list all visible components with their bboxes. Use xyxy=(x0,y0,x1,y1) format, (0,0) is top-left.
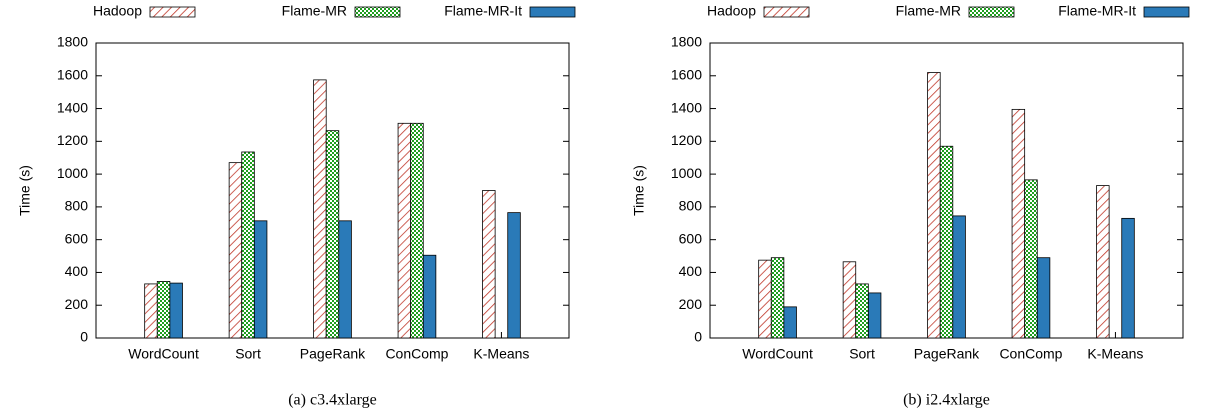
bar xyxy=(169,282,183,339)
y-tick-label: 0 xyxy=(694,329,702,345)
y-tick-label: 400 xyxy=(679,263,703,279)
y-tick-label: 0 xyxy=(80,329,88,345)
y-tick-label: 1000 xyxy=(57,165,88,181)
x-tick-label: K-Means xyxy=(1087,346,1143,362)
x-tick-label: PageRank xyxy=(914,346,980,362)
legend-swatch xyxy=(149,6,196,18)
bar xyxy=(842,261,857,339)
legend-label: Hadoop xyxy=(93,3,142,19)
y-tick-label: 1800 xyxy=(671,34,702,50)
bar xyxy=(338,220,352,339)
bar xyxy=(144,283,158,339)
x-tick-label: ConComp xyxy=(999,346,1062,362)
y-tick-label: 200 xyxy=(65,296,89,312)
y-tick-label: 1200 xyxy=(671,132,702,148)
bar xyxy=(1036,257,1051,339)
bar xyxy=(867,292,882,339)
bar xyxy=(783,306,797,339)
y-tick-label: 800 xyxy=(65,198,89,214)
y-tick-label: 200 xyxy=(679,296,703,312)
legend-swatch xyxy=(763,6,810,18)
bar xyxy=(325,130,340,339)
bar xyxy=(939,145,954,339)
y-tick-label: 800 xyxy=(679,198,703,214)
legend-swatch xyxy=(1143,6,1190,18)
y-tick-label: 1400 xyxy=(671,99,702,115)
bar xyxy=(156,281,171,339)
y-tick-label: 1200 xyxy=(57,132,88,148)
bar xyxy=(1024,179,1038,339)
legend-label: Flame-MR-It xyxy=(1058,3,1136,19)
x-tick-label: ConComp xyxy=(385,346,448,362)
y-tick-label: 600 xyxy=(65,230,89,246)
y-tick-label: 400 xyxy=(65,263,89,279)
x-tick-label: K-Means xyxy=(473,346,529,362)
x-tick-label: Sort xyxy=(849,346,875,362)
legend-label: Flame-MR xyxy=(896,3,961,19)
bar xyxy=(952,215,966,339)
bar xyxy=(770,257,785,339)
bar xyxy=(422,254,437,339)
x-tick-label: WordCount xyxy=(128,346,199,362)
bar xyxy=(758,259,772,339)
y-tick-label: 1000 xyxy=(671,165,702,181)
y-tick-label: 1600 xyxy=(57,66,88,82)
bar xyxy=(253,220,268,339)
legend-label: Hadoop xyxy=(707,3,756,19)
bar xyxy=(1121,217,1135,339)
y-axis-label: Time (s) xyxy=(17,165,33,216)
bar xyxy=(927,72,941,339)
bar xyxy=(1011,108,1026,339)
bar xyxy=(228,162,243,339)
x-tick-label: WordCount xyxy=(742,346,813,362)
legend-label: Flame-MR-It xyxy=(444,3,522,19)
bar xyxy=(482,190,496,339)
legend-swatch xyxy=(529,6,576,18)
bar xyxy=(1096,185,1110,339)
x-tick-label: Sort xyxy=(235,346,261,362)
y-tick-label: 600 xyxy=(679,230,703,246)
bar xyxy=(855,283,869,339)
caption: (a) c3.4xlarge xyxy=(288,392,377,409)
bar xyxy=(241,151,255,339)
y-axis-label: Time (s) xyxy=(631,165,647,216)
legend-swatch xyxy=(968,6,1015,18)
y-tick-label: 1600 xyxy=(671,66,702,82)
bar xyxy=(507,212,521,339)
legend-swatch xyxy=(354,6,401,18)
caption: (b) i2.4xlarge xyxy=(903,392,990,409)
x-tick-label: PageRank xyxy=(300,346,366,362)
chart: 0 200 400 600 800 1000 1200 1400 1600 1800 Time (s… xyxy=(631,3,1190,409)
y-tick-label: 1400 xyxy=(57,99,88,115)
y-tick-label: 1800 xyxy=(57,34,88,50)
bar xyxy=(397,122,412,339)
bar xyxy=(313,79,327,339)
chart: 0 200 400 600 800 1000 1200 1400 1600 1800 Time (s… xyxy=(17,3,576,409)
bar xyxy=(410,122,424,339)
legend-label: Flame-MR xyxy=(282,3,347,19)
